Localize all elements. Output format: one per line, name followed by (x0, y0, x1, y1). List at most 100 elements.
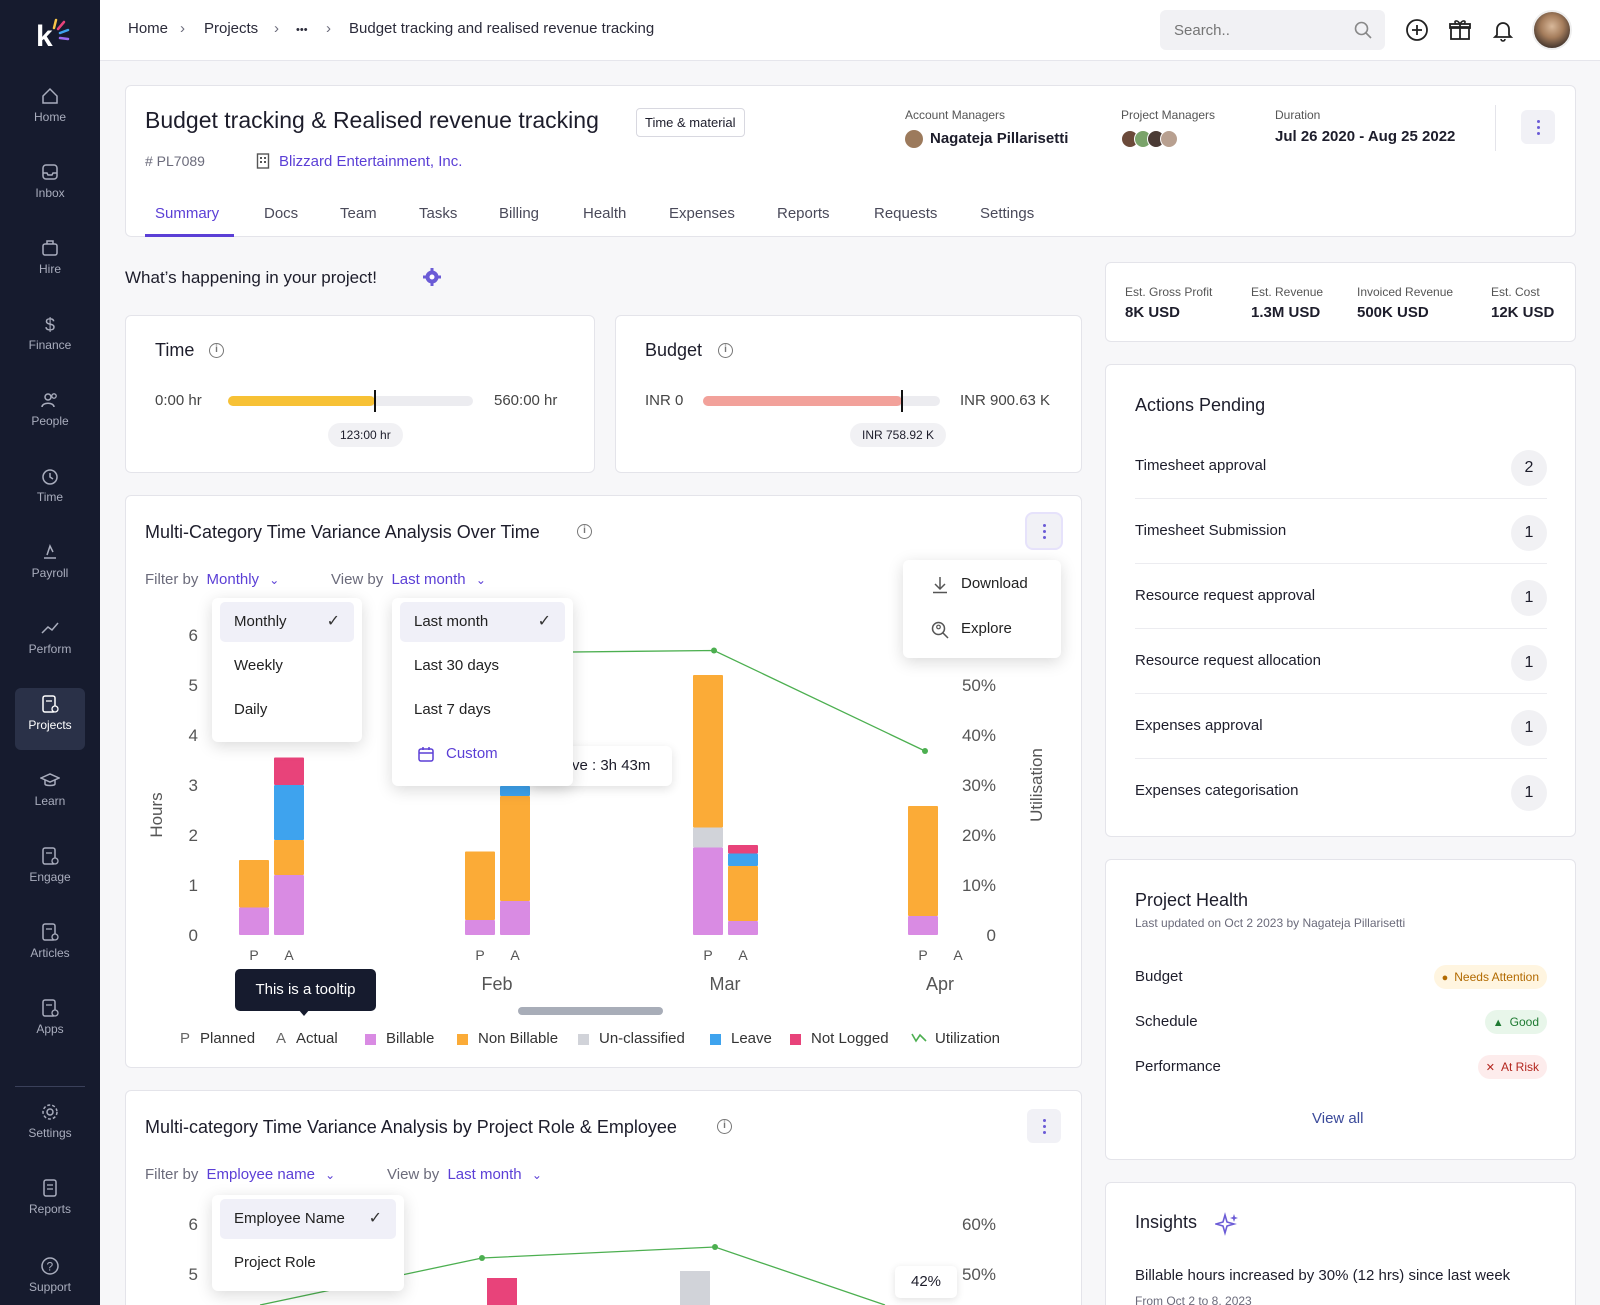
bar-segment-non-billable[interactable] (239, 860, 269, 908)
bar-segment-leave[interactable] (728, 853, 758, 867)
action-item[interactable]: Timesheet Submission 1 (1135, 508, 1547, 564)
bar-segment-billable[interactable] (465, 920, 495, 935)
filter-option-daily[interactable]: Daily (234, 701, 268, 718)
sidebar-item-people[interactable]: People (15, 384, 85, 446)
tab-billing[interactable]: Billing (499, 205, 540, 222)
chevron-down-icon[interactable]: ⌄ (475, 573, 486, 587)
add-circle-icon[interactable] (1405, 18, 1429, 42)
bar-segment-billable[interactable] (274, 875, 304, 935)
legend-item[interactable]: Leave (710, 1030, 772, 1047)
tab-settings[interactable]: Settings (980, 205, 1035, 222)
bar-segment-non-billable[interactable] (465, 851, 495, 921)
search-box[interactable] (1160, 10, 1385, 50)
chevron-down-icon[interactable]: ⌄ (325, 1168, 336, 1182)
sidebar-item-apps[interactable]: Apps (15, 992, 85, 1054)
tab-docs[interactable]: Docs (264, 205, 299, 222)
chart-more-button[interactable] (1027, 514, 1061, 548)
action-item[interactable]: Expenses categorisation 1 (1135, 768, 1547, 818)
chevron-down-icon[interactable]: ⌄ (269, 573, 280, 587)
user-avatar[interactable] (1532, 10, 1572, 50)
sidebar-item-reports[interactable]: Reports (15, 1172, 85, 1234)
chevron-down-icon[interactable]: ⌄ (531, 1168, 542, 1182)
view-by-value[interactable]: Last month (391, 571, 466, 588)
bar-segment-non-billable[interactable] (728, 866, 758, 921)
view-option-last-7-days[interactable]: Last 7 days (414, 701, 491, 718)
bell-icon[interactable] (1491, 18, 1515, 42)
account-manager-name[interactable]: Nagateja Pillarisetti (930, 130, 1069, 147)
legend-item[interactable]: Billable (365, 1030, 434, 1047)
tab-health[interactable]: Health (583, 205, 627, 222)
info-icon[interactable]: i (577, 524, 592, 539)
sidebar-item-finance[interactable]: $ Finance (15, 308, 85, 370)
bar-segment-not-logged[interactable] (274, 757, 304, 786)
tab-team[interactable]: Team (340, 205, 377, 222)
legend-item[interactable]: A Actual (276, 1030, 338, 1047)
bar-segment-not-logged[interactable] (487, 1278, 517, 1305)
bar-segment-billable[interactable] (693, 847, 723, 936)
sidebar-item-time[interactable]: Time (15, 460, 85, 522)
view-all-link[interactable]: View all (1312, 1110, 1364, 1127)
filter-option-monthly[interactable]: Monthly ✓ (220, 602, 354, 642)
view-by[interactable]: View by Last month ⌄ (387, 1166, 542, 1183)
view-option-last-30-days[interactable]: Last 30 days (414, 657, 500, 674)
action-item[interactable]: Resource request allocation 1 (1135, 638, 1547, 694)
bar-segment-leave[interactable] (500, 786, 530, 796)
legend-item[interactable]: Not Logged (790, 1030, 889, 1047)
project-more-button[interactable] (1521, 110, 1555, 144)
gift-icon[interactable] (1448, 18, 1472, 42)
filter-by[interactable]: Filter by Employee name ⌄ (145, 1166, 335, 1183)
bar-segment-non-billable[interactable] (500, 796, 530, 901)
sidebar-item-hire[interactable]: Hire (15, 232, 85, 294)
chart-scrollbar[interactable] (518, 1007, 663, 1015)
client-link[interactable]: Blizzard Entertainment, Inc. (279, 153, 463, 170)
bar-segment-billable[interactable] (908, 916, 938, 935)
sidebar-item-projects[interactable]: Projects (15, 688, 85, 750)
filter-by-value[interactable]: Employee name (206, 1166, 315, 1183)
info-icon[interactable]: i (209, 343, 224, 358)
bar-segment-leave[interactable] (274, 785, 304, 840)
breadcrumb-ellipsis[interactable]: ••• (296, 24, 308, 36)
bar-segment-un-classified[interactable] (680, 1271, 710, 1305)
bar-segment-un-classified[interactable] (693, 827, 723, 848)
bar-segment-non-billable[interactable] (274, 840, 304, 875)
sidebar-item-payroll[interactable]: Payroll (15, 536, 85, 598)
breadcrumb-projects[interactable]: Projects (204, 20, 259, 37)
filter-by-value[interactable]: Monthly (206, 571, 260, 588)
bar-segment-non-billable[interactable] (693, 675, 723, 828)
utilization-point[interactable] (479, 1255, 485, 1261)
bar-segment-billable[interactable] (728, 921, 758, 935)
search-input[interactable] (1174, 20, 1344, 40)
chart-more-button[interactable] (1027, 1109, 1061, 1143)
legend-item[interactable]: Utilization (911, 1030, 1000, 1047)
tab-requests[interactable]: Requests (874, 205, 938, 222)
sidebar-item-learn[interactable]: Learn (15, 764, 85, 826)
info-icon[interactable]: i (717, 1119, 732, 1134)
bar-segment-non-billable[interactable] (908, 806, 938, 916)
sidebar-item-engage[interactable]: Engage (15, 840, 85, 902)
utilization-point[interactable] (712, 1244, 718, 1250)
sidebar-item-articles[interactable]: Articles (15, 916, 85, 978)
filter-option-project-role[interactable]: Project Role (234, 1254, 316, 1271)
view-by[interactable]: View by Last month ⌄ (331, 571, 486, 588)
explore-menu-item[interactable]: Explore (907, 609, 1057, 649)
filter-option-weekly[interactable]: Weekly (234, 657, 283, 674)
bar-segment-billable[interactable] (239, 907, 269, 936)
tab-tasks[interactable]: Tasks (419, 205, 458, 222)
project-manager-avatars[interactable] (1121, 130, 1191, 150)
bar-segment-billable[interactable] (500, 901, 530, 935)
tab-expenses[interactable]: Expenses (669, 205, 735, 222)
app-logo[interactable]: k (34, 14, 74, 53)
sidebar-item-settings[interactable]: Settings (15, 1096, 85, 1158)
sidebar-item-home[interactable]: Home (15, 80, 85, 142)
action-item[interactable]: Expenses approval 1 (1135, 703, 1547, 759)
filter-by[interactable]: Filter by Monthly ⌄ (145, 571, 279, 588)
legend-item[interactable]: Non Billable (457, 1030, 558, 1047)
tab-reports[interactable]: Reports (777, 205, 830, 222)
action-item[interactable]: Resource request approval 1 (1135, 573, 1547, 629)
utilization-point[interactable] (922, 748, 928, 754)
legend-item[interactable]: Un-classified (578, 1030, 685, 1047)
tab-summary[interactable]: Summary (155, 205, 220, 222)
search-icon[interactable] (1354, 21, 1372, 39)
download-menu-item[interactable]: Download (907, 564, 1057, 604)
gear-icon[interactable] (423, 268, 441, 286)
